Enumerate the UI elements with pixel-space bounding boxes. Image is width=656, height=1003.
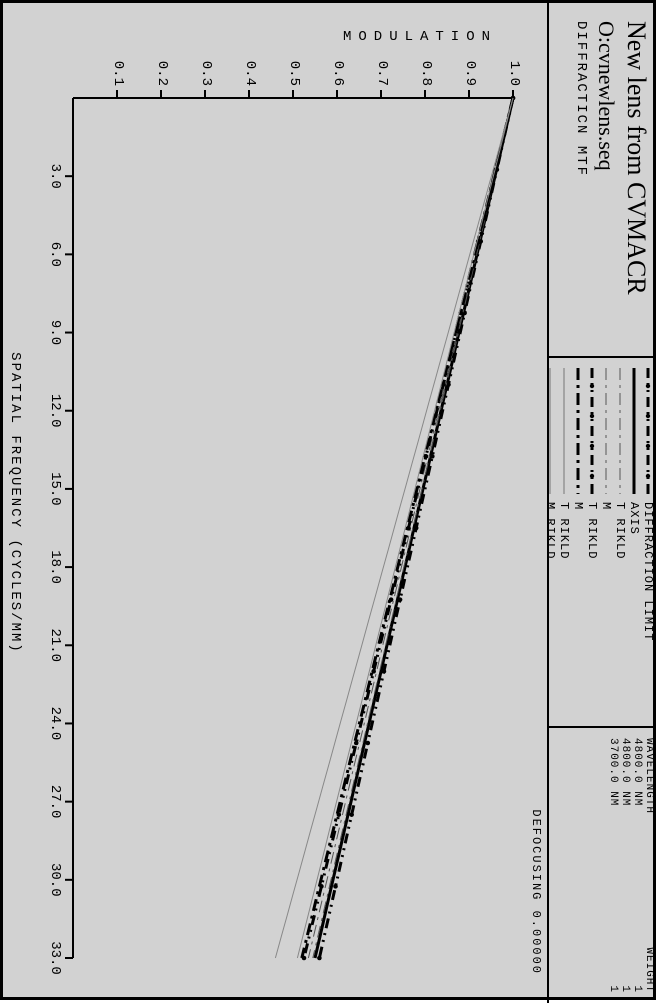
legend-label: M	[599, 502, 613, 510]
legend-block: DIFFRACTION LIMITAXIST RIKLDMT RIKLDMT R…	[549, 358, 656, 728]
y-tick-label: 0.1	[110, 46, 126, 86]
title-line-3: DIFFRACTICN MTF	[573, 21, 589, 344]
figure-wrap: New lens from CVMACR O:cvnewlens.seq DIF…	[0, 0, 656, 1000]
x-tick-label: 9.0	[47, 308, 63, 358]
y-tick-label: 0.2	[154, 46, 170, 86]
x-tick-label: 6.0	[47, 229, 63, 279]
x-tick-label: 27.0	[47, 777, 63, 827]
plot-area: DEFOCUSING 0.00000 MODULATION SPATIAL FR…	[3, 3, 549, 1003]
x-tick-label: 24.0	[47, 698, 63, 748]
y-tick-label: 0.5	[286, 46, 302, 86]
x-tick-label: 33.0	[47, 933, 63, 983]
y-tick-label: 0.8	[418, 46, 434, 86]
legend-row: T RIKLD	[585, 366, 599, 718]
legend-label: DIFFRACTION LIMIT	[641, 502, 655, 641]
x-tick-label: 30.0	[47, 855, 63, 905]
legend-row: DIFFRACTION LIMIT	[641, 366, 655, 718]
y-tick-label: 0.7	[374, 46, 390, 86]
landscape-canvas: New lens from CVMACR O:cvnewlens.seq DIF…	[3, 3, 656, 1003]
title-line-1: New lens from CVMACR	[621, 21, 651, 344]
y-tick-label: 1.0	[506, 46, 522, 86]
legend-label: M	[571, 502, 585, 510]
x-tick-label: 21.0	[47, 620, 63, 670]
wvl-wt: 1	[607, 985, 619, 993]
x-tick-label: 18.0	[47, 542, 63, 592]
wvl-val: 3700.0 NM	[607, 738, 619, 806]
x-tick-label: 12.0	[47, 386, 63, 436]
tick-label-layer: 0.1 0.2 0.3 0.4 0.5 0.6 0.7 0.8 0.9 1.0 3.0 6.0 9.0 1…	[3, 3, 549, 1003]
wavelength-table: WAVELENGTH WEIGHT 4800.0 NM 1 4800.0 NM …	[607, 738, 655, 993]
x-tick-label: 15.0	[47, 464, 63, 514]
legend-label: T RIKLD	[557, 502, 571, 559]
legend-swatch	[599, 366, 613, 496]
x-tick-label: 3.0	[47, 151, 63, 201]
header-bar: New lens from CVMACR O:cvnewlens.seq DIF…	[547, 3, 656, 1003]
legend-swatch	[571, 366, 585, 496]
wvl-col-wavelength: WAVELENGTH	[643, 738, 655, 814]
legend-swatch	[627, 366, 641, 496]
legend-label: AXIS	[627, 502, 641, 535]
y-tick-label: 0.3	[198, 46, 214, 86]
wvl-val: 4800.0 NM	[619, 738, 631, 806]
legend-label: T RIKLD	[613, 502, 627, 559]
legend-row: T RIKLD	[613, 366, 627, 718]
legend-swatch	[613, 366, 627, 496]
title-line-2: O:cvnewlens.seq	[593, 21, 619, 344]
y-tick-label: 0.6	[330, 46, 346, 86]
legend-swatch	[641, 366, 655, 496]
y-tick-label: 0.4	[242, 46, 258, 86]
y-tick-label: 0.9	[462, 46, 478, 86]
wvl-wt: 1	[631, 985, 643, 993]
wvl-val: 4800.0 NM	[631, 738, 643, 806]
wvl-col-weight: WEIGHT	[643, 947, 655, 993]
legend-row: M	[571, 366, 585, 718]
wvl-row-1: 4800.0 NM 1	[619, 738, 631, 993]
legend-swatch	[585, 366, 599, 496]
legend-row: T RIKLD	[557, 366, 571, 718]
legend-label: T RIKLD	[585, 502, 599, 559]
header-title-block: New lens from CVMACR O:cvnewlens.seq DIF…	[549, 3, 656, 358]
wavelength-block: WAVELENGTH WEIGHT 4800.0 NM 1 4800.0 NM …	[549, 728, 656, 1003]
wvl-row-0: 4800.0 NM 1	[631, 738, 643, 993]
legend-swatch	[557, 366, 571, 496]
wvl-row-2: 3700.0 NM 1	[607, 738, 619, 993]
wvl-wt: 1	[619, 985, 631, 993]
legend-row: M	[599, 366, 613, 718]
legend-row: AXIS	[627, 366, 641, 718]
